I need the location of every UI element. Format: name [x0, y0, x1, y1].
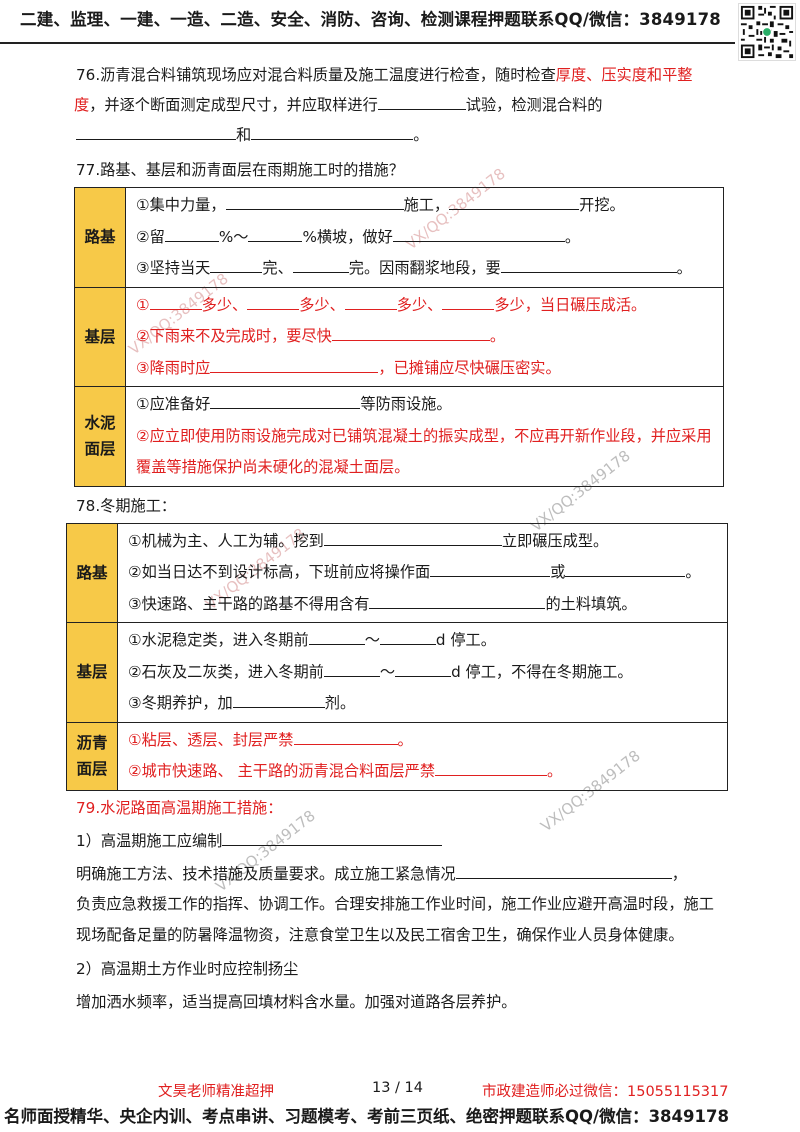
- fill-blank[interactable]: [377, 91, 466, 110]
- footer-right-text: 市政建造师必过微信：15055115317: [482, 1084, 729, 1100]
- table-row: 基层 ① 多少、 多少、 多少、 多少，当日碾压成活。 ②下雨来不及完成时，要尽快。 ③…: [74, 286, 724, 387]
- question-76: 76.沥青混合料铺筑现场应对混合料质量及施工温度进行检查，随时检查厚度、压实度和…: [74, 60, 726, 150]
- q79-para-1: 明确施工方法、技术措施及质量要求。成立施工紧急情况: [76, 864, 456, 883]
- fill-blank[interactable]: [210, 354, 379, 373]
- fill-blank[interactable]: [149, 291, 202, 310]
- row-content-roadbed: ①机械为主、人工为辅。挖到 立即碾压成型。 ②如当日达不到设计标高，下班前应将操作…: [117, 522, 728, 623]
- q76-highlight-2: 度: [74, 96, 90, 114]
- fill-blank[interactable]: [323, 658, 380, 677]
- header-divider: [0, 42, 735, 44]
- q79-sub-1: 1）高温期施工应编制: [76, 831, 223, 850]
- row-content-base: ①水泥稳定类，进入冬期前～ d 停工。 ②石灰及二灰类，进入冬期前～ d 停工，不得…: [117, 622, 728, 723]
- fill-blank[interactable]: [225, 191, 404, 210]
- row-content-base: ① 多少、 多少、 多少、 多少，当日碾压成活。 ②下雨来不及完成时，要尽快。 ③降雨时…: [125, 286, 724, 387]
- q76-highlight-1: 厚度、压实度和平整: [555, 66, 693, 84]
- fill-blank[interactable]: [331, 322, 490, 341]
- fill-blank[interactable]: [500, 254, 677, 273]
- footer-banner: 名师面授精华、央企内训、考点串讲、习题模考、考前三页纸、绝密押题联系QQ/微信：…: [4, 1107, 729, 1126]
- fill-blank[interactable]: [430, 558, 551, 577]
- page-number: 13 / 14: [372, 1080, 424, 1096]
- fill-blank[interactable]: [292, 254, 349, 273]
- table-row: 水泥 面层 ①应准备好 等防雨设施。 ②应立即使用防雨设施完成对已铺筑混凝土的振实成…: [74, 386, 724, 487]
- row-label-asphalt: 沥青 面层: [66, 721, 118, 791]
- table-row: 路基 ①机械为主、人工为辅。挖到 立即碾压成型。 ②如当日达不到设计标高，下班前应…: [66, 522, 728, 623]
- q76-text-5: 。: [413, 126, 429, 144]
- fill-blank[interactable]: [164, 223, 219, 242]
- fill-blank[interactable]: [369, 590, 546, 609]
- q76-text-2: ，并逐个断面测定成型尺寸，并应取样进行: [89, 96, 378, 114]
- fill-blank[interactable]: [232, 689, 325, 708]
- table-row: 路基 ①集中力量， 施工， 开挖。 ②留 %～ %横坡，做好。 ③坚持当天 完、 完。因雨翻…: [74, 187, 724, 288]
- fill-blank[interactable]: [293, 726, 398, 745]
- fill-blank[interactable]: [565, 558, 686, 577]
- q76-text-1: 76.沥青混合料铺筑现场应对混合料质量及施工温度进行检查，随时检查: [76, 66, 556, 84]
- q78-table: 路基 ①机械为主、人工为辅。挖到 立即碾压成型。 ②如当日达不到设计标高，下班前应…: [66, 522, 728, 791]
- fill-blank[interactable]: [323, 527, 502, 546]
- q79-sub-2: 2）高温期土方作业时应控制扬尘: [76, 959, 299, 978]
- fill-blank[interactable]: [344, 291, 397, 310]
- fill-blank[interactable]: [442, 291, 495, 310]
- fill-blank[interactable]: [76, 121, 236, 140]
- fill-blank[interactable]: [308, 626, 365, 645]
- row-label-roadbed: 路基: [74, 187, 126, 288]
- fill-blank[interactable]: [210, 390, 361, 409]
- page-content: 76.沥青混合料铺筑现场应对混合料质量及施工温度进行检查，随时检查厚度、压实度和…: [66, 58, 728, 1017]
- row-content-cement: ①应准备好 等防雨设施。 ②应立即使用防雨设施完成对已铺筑混凝土的振实成型，不应再…: [125, 386, 724, 487]
- table-row: 基层 ①水泥稳定类，进入冬期前～ d 停工。 ②石灰及二灰类，进入冬期前～ d 停工…: [66, 622, 728, 723]
- table-row: 沥青 面层 ①粘层、透层、封层严禁。 ②城市快速路、 主干路的沥青混合料面层严禁。: [66, 721, 728, 791]
- q77-title: 77.路基、基层和沥青面层在雨期施工时的措施？: [76, 161, 404, 179]
- q79-para-2: 负责应急救援工作的指挥、协调工作。合理安排施工作业时间，施工作业应避开高温时段，…: [76, 894, 714, 944]
- fill-blank[interactable]: [379, 626, 436, 645]
- q77-table: 路基 ①集中力量， 施工， 开挖。 ②留 %～ %横坡，做好。 ③坚持当天 完、 完。因雨翻…: [74, 187, 724, 487]
- row-label-cement: 水泥 面层: [74, 386, 126, 487]
- row-content-roadbed: ①集中力量， 施工， 开挖。 ②留 %～ %横坡，做好。 ③坚持当天 完、 完。因雨翻浆地段…: [125, 187, 724, 288]
- q76-text-4: 和: [236, 126, 252, 144]
- row-label-base: 基层: [66, 622, 118, 723]
- row-content-asphalt: ①粘层、透层、封层严禁。 ②城市快速路、 主干路的沥青混合料面层严禁。: [117, 721, 728, 791]
- fill-blank[interactable]: [455, 860, 672, 879]
- footer-left-text: 文昊老师精准超押: [158, 1084, 274, 1100]
- page-header: 二建、监理、一建、一造、二造、安全、消防、咨询、检测课程押题联系QQ/微信：38…: [20, 10, 721, 29]
- row-label-roadbed: 路基: [66, 522, 118, 623]
- q78-title: 78.冬期施工：: [76, 496, 177, 515]
- footer-info: 文昊老师精准超押 13 / 14 市政建造师必过微信：15055115317: [0, 1080, 800, 1102]
- fill-blank[interactable]: [248, 223, 303, 242]
- fill-blank[interactable]: [247, 291, 300, 310]
- fill-blank[interactable]: [435, 757, 548, 776]
- fill-blank[interactable]: [395, 658, 452, 677]
- q79-title: 79.水泥路面高温期施工措施：: [76, 798, 283, 817]
- qr-code-icon: [738, 3, 796, 61]
- fill-blank[interactable]: [222, 827, 443, 846]
- q79-para-3: 增加洒水频率，适当提高回填材料含水量。加强对道路各层养护。: [76, 992, 517, 1011]
- fill-blank[interactable]: [392, 223, 565, 242]
- q76-text-3: 试验，检测混合料的: [465, 96, 603, 114]
- fill-blank[interactable]: [449, 191, 580, 210]
- question-79: 79.水泥路面高温期施工措施： 1）高温期施工应编制 明确施工方法、技术措施及质…: [76, 793, 726, 1017]
- fill-blank[interactable]: [251, 121, 414, 140]
- fill-blank[interactable]: [210, 254, 263, 273]
- row-label-base: 基层: [74, 286, 126, 387]
